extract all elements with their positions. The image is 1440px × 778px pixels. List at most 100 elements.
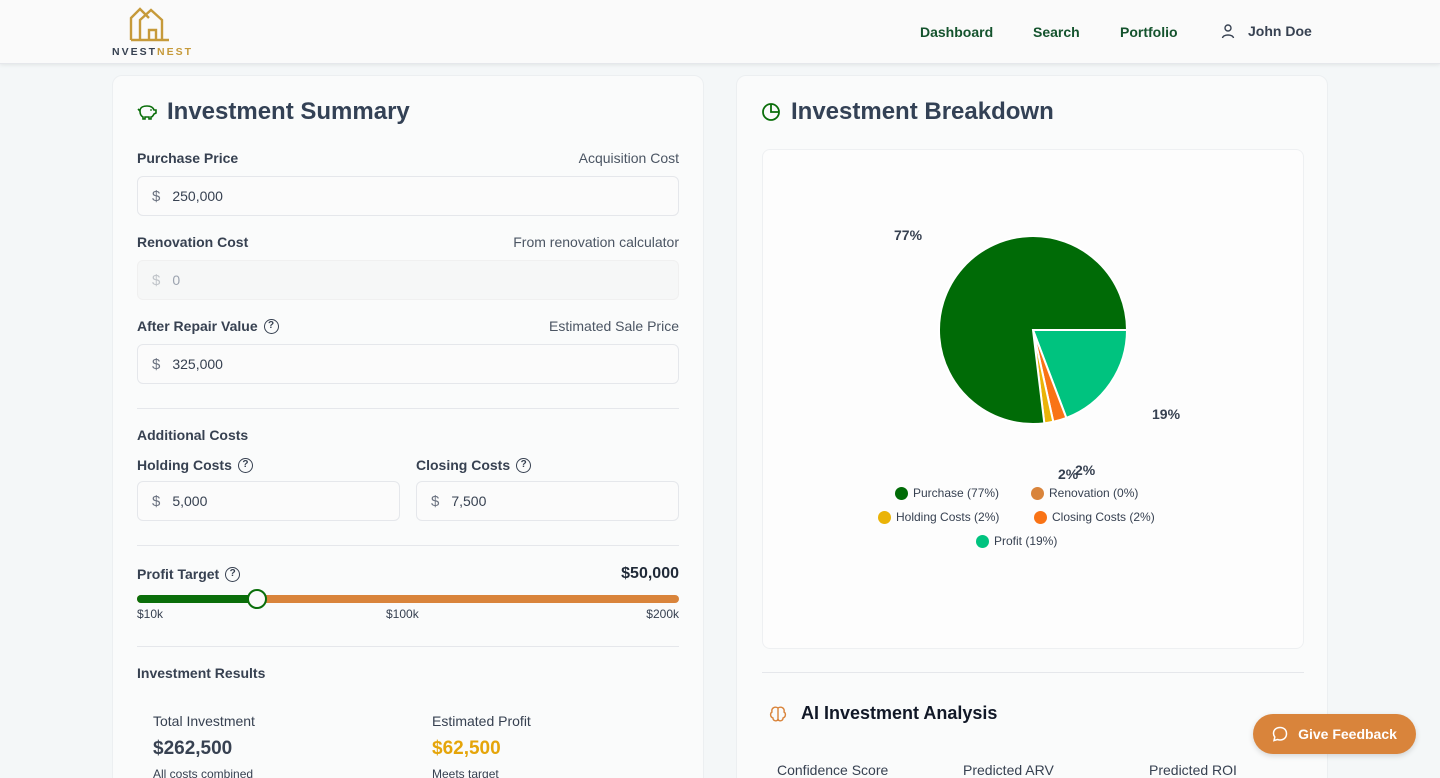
pie-slice-purchase[interactable] <box>938 235 1129 425</box>
estimated-profit-label: Estimated Profit <box>432 713 531 729</box>
legend-profit[interactable]: Profit (19%) <box>976 534 1057 548</box>
piggy-bank-icon <box>137 105 157 120</box>
investment-results-title: Investment Results <box>137 665 266 681</box>
renovation-cost-hint: From renovation calculator <box>513 234 679 250</box>
renovation-cost-label-text: Renovation Cost <box>137 234 249 250</box>
pie-label-holding: 2% <box>1058 466 1079 482</box>
slider-thumb[interactable] <box>247 589 268 609</box>
help-icon[interactable]: ? <box>237 457 253 473</box>
legend-purchase[interactable]: Purchase (77%) <box>895 486 999 500</box>
confidence-score-label: Confidence Score <box>777 762 889 778</box>
dollar-icon: $ <box>152 355 161 373</box>
legend-renovation[interactable]: Renovation (0%) <box>1031 486 1138 500</box>
profit-target-value: $50,000 <box>621 565 679 582</box>
breakdown-chart: 77% 19% 2% 2% Purchase (77%) Renovation … <box>762 149 1304 649</box>
slider-tick-min: $10k <box>137 607 164 621</box>
nav-portfolio[interactable]: Portfolio <box>1120 24 1178 40</box>
help-icon[interactable]: ? <box>263 318 279 334</box>
total-investment-value: $262,500 <box>153 738 233 759</box>
total-investment-sub: All costs combined <box>153 767 254 778</box>
brand-logo[interactable]: NVESTNEST <box>112 6 192 58</box>
investment-breakdown-title: Investment Breakdown <box>791 98 1054 125</box>
investment-breakdown-card: Investment Breakdown 77% 19% 2% 2% Purch… <box>736 75 1328 778</box>
divider <box>137 545 679 546</box>
help-icon[interactable]: ? <box>225 566 241 582</box>
estimated-profit-sub: Meets target <box>432 767 499 778</box>
brain-icon <box>769 706 787 721</box>
legend-dot <box>976 534 989 548</box>
arv-label-text: After Repair Value <box>137 318 258 334</box>
legend-dot <box>1031 486 1044 500</box>
ai-analysis-title: AI Investment Analysis <box>801 703 998 723</box>
user-name: John Doe <box>1248 23 1312 39</box>
predicted-roi-label: Predicted ROI <box>1149 762 1237 778</box>
investment-summary-card: Investment Summary Purchase Price Acquis… <box>112 75 704 778</box>
give-feedback-label: Give Feedback <box>1298 726 1397 742</box>
dollar-icon: $ <box>152 187 161 205</box>
legend-holding[interactable]: Holding Costs (2%) <box>878 510 999 524</box>
user-menu[interactable]: John Doe <box>1220 23 1312 39</box>
investment-summary-title: Investment Summary <box>167 98 410 125</box>
closing-costs-input[interactable]: $ 7,500 <box>416 481 679 521</box>
nav-dashboard[interactable]: Dashboard <box>920 24 994 40</box>
total-investment-label: Total Investment <box>153 713 255 729</box>
renovation-cost-value: 0 <box>172 272 181 288</box>
legend-label: Closing Costs (2%) <box>1052 510 1155 524</box>
divider <box>137 646 679 647</box>
brand-name-left: NVEST <box>112 46 158 58</box>
legend-label: Renovation (0%) <box>1049 486 1139 500</box>
profit-target-label: Profit Target ? <box>137 566 241 582</box>
renovation-cost-input: $ 0 <box>137 260 679 300</box>
closing-costs-label: Closing Costs ? <box>416 457 532 473</box>
legend-dot <box>1034 510 1047 524</box>
purchase-price-value: 250,000 <box>172 188 223 204</box>
divider <box>137 408 679 409</box>
divider <box>762 672 1304 673</box>
ai-analysis-header: AI Investment Analysis <box>769 703 997 724</box>
user-icon <box>1221 24 1235 39</box>
profit-target-slider[interactable] <box>137 589 679 609</box>
pie-chart-icon <box>762 103 780 121</box>
profit-target-label-text: Profit Target <box>137 566 220 582</box>
dollar-icon: $ <box>152 271 161 289</box>
dollar-icon: $ <box>152 492 161 510</box>
purchase-price-input[interactable]: $ 250,000 <box>137 176 679 216</box>
legend-dot <box>878 510 891 524</box>
purchase-price-label-text: Purchase Price <box>137 150 239 166</box>
slider-fill <box>137 595 258 603</box>
predicted-arv-label: Predicted ARV <box>963 762 1054 778</box>
holding-costs-value: 5,000 <box>172 493 208 509</box>
top-navbar: NVESTNEST Dashboard Search Portfolio Joh… <box>0 0 1440 64</box>
investment-breakdown-header: Investment Breakdown <box>761 98 1054 126</box>
legend-label: Purchase (77%) <box>913 486 1000 500</box>
pie-slice-profit[interactable] <box>1031 329 1129 420</box>
estimated-profit-value: $62,500 <box>432 738 501 759</box>
pie-label-profit: 19% <box>1152 406 1181 422</box>
pie-label-purchase: 77% <box>894 227 923 243</box>
brand-name-right: NEST <box>157 46 194 58</box>
legend-label: Holding Costs (2%) <box>896 510 1000 524</box>
legend-label: Profit (19%) <box>994 534 1058 548</box>
investment-summary-header: Investment Summary <box>137 98 410 126</box>
purchase-price-label: Purchase Price <box>137 150 238 166</box>
nav-search[interactable]: Search <box>1033 24 1080 40</box>
slider-tick-max: $200k <box>646 607 679 621</box>
holding-costs-input[interactable]: $ 5,000 <box>137 481 400 521</box>
closing-costs-label-text: Closing Costs <box>416 457 511 473</box>
brand-name: NVESTNEST <box>112 46 193 58</box>
arv-label: After Repair Value ? <box>137 318 279 334</box>
slider-tick-mid: $100k <box>386 607 419 621</box>
holding-costs-label-text: Holding Costs <box>137 457 232 473</box>
additional-costs-title: Additional Costs <box>137 427 249 443</box>
house-logo-icon <box>129 7 169 42</box>
help-icon[interactable]: ? <box>516 457 532 473</box>
legend-closing[interactable]: Closing Costs (2%) <box>1034 510 1155 524</box>
pie-chart <box>938 235 1129 425</box>
give-feedback-button[interactable]: Give Feedback <box>1253 714 1416 754</box>
legend-dot <box>895 486 908 500</box>
pie-label-closing: 2% <box>1075 462 1096 478</box>
arv-input[interactable]: $ 325,000 <box>137 344 679 384</box>
arv-hint: Estimated Sale Price <box>549 318 679 334</box>
holding-costs-label: Holding Costs ? <box>137 457 253 473</box>
renovation-cost-label: Renovation Cost <box>137 234 248 250</box>
